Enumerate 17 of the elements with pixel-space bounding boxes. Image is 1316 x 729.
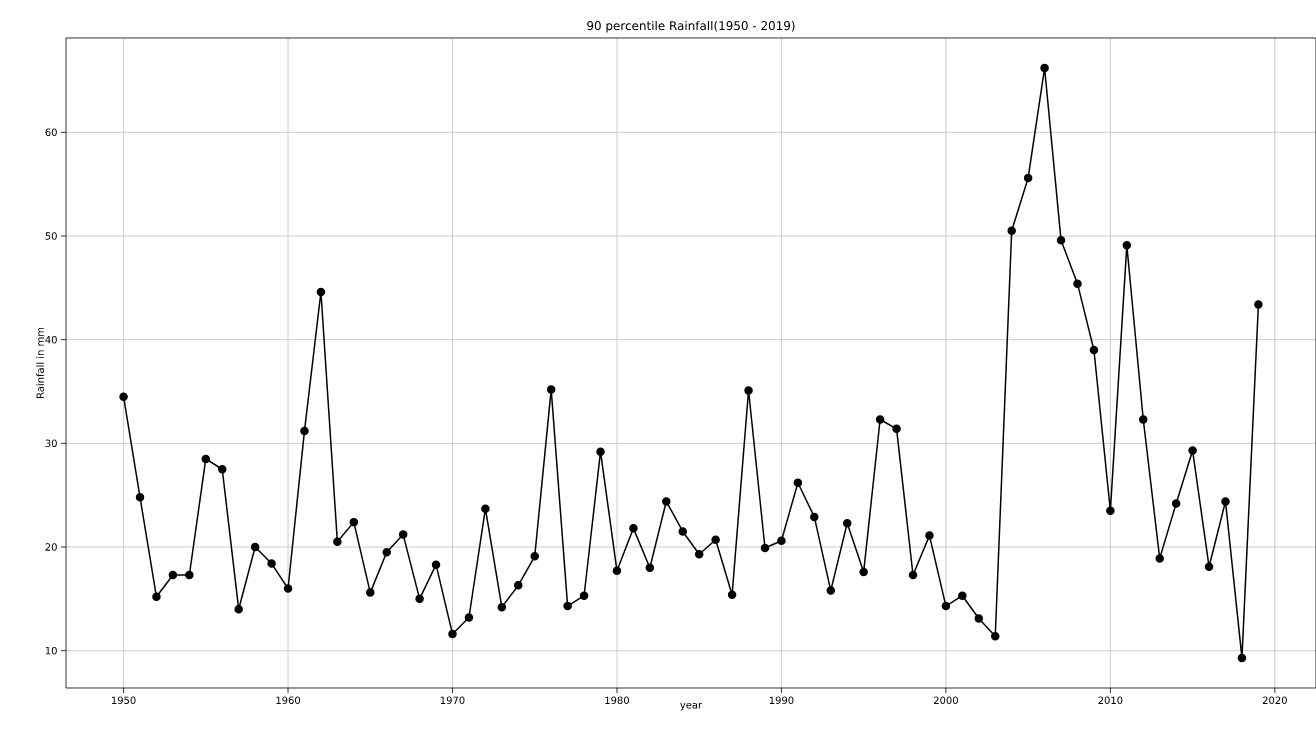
y-tick-label: 10 (45, 646, 57, 655)
y-axis-title: Rainfall in mm (36, 327, 44, 398)
x-axis-title: year (680, 702, 703, 711)
x-tick-label: 2000 (933, 696, 958, 705)
x-tick-label: 1970 (440, 696, 465, 705)
y-tick-label: 30 (45, 439, 57, 448)
x-tick-label: 2020 (1262, 696, 1287, 705)
x-tick-label: 1990 (769, 696, 794, 705)
x-tick-label: 1980 (605, 696, 629, 705)
y-tick-label: 50 (45, 232, 57, 240)
chart-title: 90 percentile Rainfall(1950 - 2019) (587, 20, 795, 33)
x-tick-label: 1950 (111, 696, 136, 705)
y-tick-label: 60 (45, 128, 57, 137)
y-tick-label: 40 (45, 335, 57, 344)
x-tick-label: 2010 (1098, 696, 1123, 705)
x-tick-label: 1960 (276, 696, 301, 705)
y-tick-label: 20 (45, 543, 57, 551)
